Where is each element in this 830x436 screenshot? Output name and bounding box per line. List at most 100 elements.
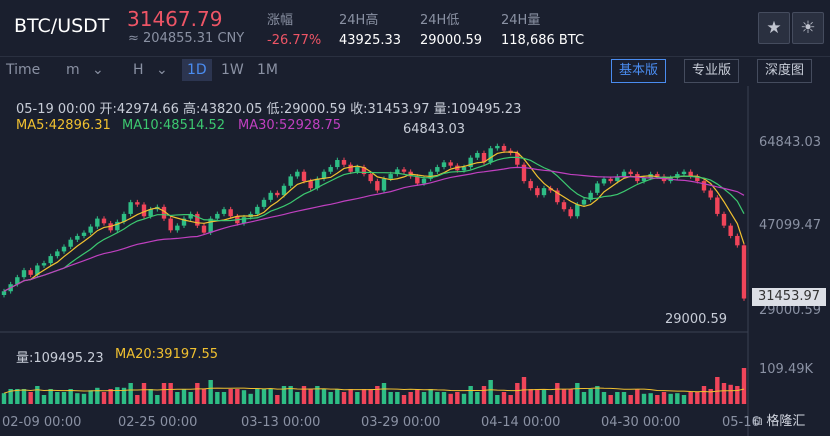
candle-body bbox=[188, 213, 193, 219]
volume-bar bbox=[655, 395, 660, 404]
volume-bar bbox=[135, 395, 140, 404]
candle-body bbox=[401, 169, 407, 172]
high-stat: 24H高 43925.33 bbox=[339, 9, 401, 48]
price-cny: ≈ 204855.31 CNY bbox=[128, 31, 245, 46]
depth-chart-button[interactable]: 深度图 bbox=[757, 59, 813, 83]
candle-body bbox=[101, 218, 107, 224]
volume-bar bbox=[481, 386, 487, 404]
candle-body bbox=[601, 178, 607, 184]
candle-body bbox=[695, 176, 700, 182]
candle-body bbox=[588, 192, 593, 200]
candle-body bbox=[241, 217, 247, 224]
minute-chevron-down-icon[interactable]: ⌄ bbox=[92, 62, 104, 78]
candle-body bbox=[448, 162, 453, 166]
candle-body bbox=[655, 174, 660, 177]
interval-time[interactable]: Time bbox=[6, 62, 41, 78]
candle-body bbox=[181, 218, 187, 226]
candle-body bbox=[175, 225, 180, 231]
volume-bar bbox=[15, 389, 20, 404]
theme-sun-icon[interactable]: ☀ bbox=[792, 12, 824, 44]
candle-body bbox=[195, 213, 200, 226]
ma30-line bbox=[3, 166, 745, 292]
volume-bar bbox=[35, 386, 40, 404]
ma5-line bbox=[3, 151, 745, 292]
interval-1w[interactable]: 1W bbox=[221, 62, 244, 78]
interval-1d[interactable]: 1D bbox=[182, 59, 212, 81]
interval-hour[interactable]: H bbox=[133, 62, 144, 78]
candle-body bbox=[641, 177, 647, 182]
volume-bar bbox=[521, 377, 527, 404]
volume-bar bbox=[1, 393, 7, 404]
volume-bar bbox=[201, 389, 207, 404]
volume-bar bbox=[608, 395, 613, 404]
candlestick-chart[interactable] bbox=[0, 86, 830, 436]
low-marker: 29000.59 bbox=[665, 312, 728, 327]
candle-body bbox=[708, 190, 713, 198]
volume-bar bbox=[708, 389, 713, 404]
volume-bar bbox=[21, 389, 27, 404]
candle-body bbox=[735, 235, 740, 246]
volume-bar bbox=[408, 392, 413, 404]
candle-body bbox=[295, 171, 300, 177]
favorite-star-icon[interactable]: ★ bbox=[758, 12, 790, 44]
volume-bar bbox=[41, 395, 47, 404]
candle-body bbox=[355, 167, 360, 172]
candle-body bbox=[61, 246, 67, 252]
last-price: 31467.79 bbox=[127, 7, 223, 31]
volume-bar bbox=[121, 387, 127, 404]
candle-body bbox=[135, 202, 140, 205]
basic-mode-button[interactable]: 基本版 bbox=[611, 59, 667, 83]
change-value: -26.77% bbox=[267, 33, 322, 48]
volume-bar bbox=[335, 389, 340, 404]
candle-body bbox=[81, 232, 87, 236]
volume-bar bbox=[61, 392, 67, 404]
volume-bar bbox=[208, 380, 213, 404]
high-label: 24H高 bbox=[339, 13, 379, 28]
volume-bar bbox=[628, 395, 633, 404]
volume-bar bbox=[188, 392, 193, 404]
volume-bar bbox=[341, 392, 347, 404]
candle-body bbox=[41, 263, 47, 266]
volume-bar bbox=[308, 389, 313, 404]
candle-body bbox=[275, 192, 280, 196]
candle-body bbox=[488, 148, 493, 163]
volume-bar bbox=[241, 390, 247, 404]
volume-bar bbox=[115, 387, 120, 404]
candle-body bbox=[515, 152, 520, 165]
volume-bar bbox=[575, 383, 580, 404]
ma30-label: MA30:52928.75 bbox=[238, 118, 342, 133]
hour-chevron-down-icon[interactable]: ⌄ bbox=[156, 62, 168, 78]
candle-body bbox=[335, 160, 340, 168]
volume-readout: 量:109495.23 bbox=[16, 351, 104, 366]
candle-body bbox=[75, 235, 80, 240]
x-tick-1: 02-25 00:00 bbox=[118, 415, 198, 430]
candle-body bbox=[201, 225, 207, 233]
change-stat: 涨幅 -26.77% bbox=[267, 9, 321, 48]
candle-body bbox=[1, 291, 7, 296]
x-tick-5: 04-30 00:00 bbox=[601, 415, 681, 430]
volume-bar bbox=[328, 392, 333, 404]
candle-body bbox=[361, 167, 367, 175]
volume-bar bbox=[181, 389, 187, 404]
candle-body bbox=[681, 171, 687, 175]
volume-bar bbox=[81, 393, 87, 404]
candle-body bbox=[388, 174, 393, 179]
volume-bar bbox=[508, 395, 513, 404]
pro-mode-button[interactable]: 专业版 bbox=[684, 59, 740, 83]
volume-bar bbox=[468, 386, 473, 404]
candle-body bbox=[288, 176, 293, 186]
volume-bar bbox=[255, 389, 260, 404]
candle-body bbox=[581, 199, 587, 205]
volume-bar bbox=[615, 392, 620, 404]
interval-1m[interactable]: 1M bbox=[257, 62, 278, 78]
volume-bar bbox=[141, 383, 147, 404]
volume-bar bbox=[368, 389, 373, 404]
volume-bar bbox=[268, 389, 273, 404]
x-tick-3: 03-29 00:00 bbox=[361, 415, 441, 430]
interval-minute[interactable]: m bbox=[66, 62, 80, 78]
candle-body bbox=[381, 178, 387, 191]
ma10-label: MA10:48514.52 bbox=[122, 118, 226, 133]
ma10-line bbox=[3, 156, 745, 292]
volume-bar bbox=[475, 392, 480, 404]
candle-body bbox=[215, 213, 220, 219]
